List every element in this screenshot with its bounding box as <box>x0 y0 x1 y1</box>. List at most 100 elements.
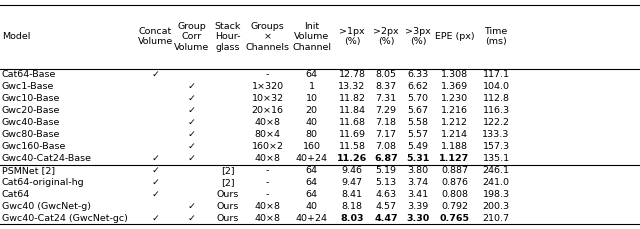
Text: Init
Volume
Channel: Init Volume Channel <box>292 22 331 52</box>
Text: -: - <box>266 166 269 175</box>
Text: 3.41: 3.41 <box>407 190 429 199</box>
Text: 8.41: 8.41 <box>342 190 362 199</box>
Text: 1.212: 1.212 <box>441 118 468 127</box>
Text: [2]: [2] <box>221 178 235 187</box>
Text: Concat
Volume: Concat Volume <box>138 27 173 46</box>
Text: 1.369: 1.369 <box>441 82 468 91</box>
Text: 7.17: 7.17 <box>376 130 396 139</box>
Text: ✓: ✓ <box>188 82 196 91</box>
Text: ✓: ✓ <box>152 154 159 163</box>
Text: 8.37: 8.37 <box>375 82 397 91</box>
Text: Gwc20-Base: Gwc20-Base <box>2 106 60 115</box>
Text: 6.62: 6.62 <box>408 82 428 91</box>
Text: ✓: ✓ <box>152 190 159 199</box>
Text: 1.188: 1.188 <box>441 142 468 151</box>
Text: 3.30: 3.30 <box>406 214 429 223</box>
Text: 3.74: 3.74 <box>407 178 429 187</box>
Text: Gwc40-Base: Gwc40-Base <box>2 118 60 127</box>
Text: 11.68: 11.68 <box>339 118 365 127</box>
Text: 3.80: 3.80 <box>407 166 429 175</box>
Text: >1px
(%): >1px (%) <box>339 27 365 46</box>
Text: 0.765: 0.765 <box>440 214 469 223</box>
Text: 135.1: 135.1 <box>483 154 509 163</box>
Text: 20×16: 20×16 <box>252 106 284 115</box>
Text: Gwc10-Base: Gwc10-Base <box>2 94 60 103</box>
Text: 5.70: 5.70 <box>408 94 428 103</box>
Text: Time
(ms): Time (ms) <box>484 27 508 46</box>
Text: 5.49: 5.49 <box>408 142 428 151</box>
Text: 246.1: 246.1 <box>483 166 509 175</box>
Text: ✓: ✓ <box>188 142 196 151</box>
Text: 1.127: 1.127 <box>439 154 470 163</box>
Text: ✓: ✓ <box>188 202 196 211</box>
Text: 64: 64 <box>306 190 317 199</box>
Text: 241.0: 241.0 <box>483 178 509 187</box>
Text: 116.3: 116.3 <box>483 106 509 115</box>
Text: ✓: ✓ <box>188 130 196 139</box>
Text: Ours: Ours <box>217 190 239 199</box>
Text: 80×4: 80×4 <box>255 130 280 139</box>
Text: 1.214: 1.214 <box>441 130 468 139</box>
Text: 4.57: 4.57 <box>376 202 396 211</box>
Text: 198.3: 198.3 <box>483 190 509 199</box>
Text: 157.3: 157.3 <box>483 142 509 151</box>
Text: 64: 64 <box>306 166 317 175</box>
Text: 10×32: 10×32 <box>252 94 284 103</box>
Text: 40×8: 40×8 <box>255 214 280 223</box>
Text: 4.47: 4.47 <box>374 214 397 223</box>
Text: Cat64: Cat64 <box>2 190 30 199</box>
Text: 7.31: 7.31 <box>375 94 397 103</box>
Text: 80: 80 <box>306 130 317 139</box>
Text: Cat64-original-hg: Cat64-original-hg <box>2 178 84 187</box>
Text: 160: 160 <box>303 142 321 151</box>
Text: 122.2: 122.2 <box>483 118 509 127</box>
Text: 10: 10 <box>306 94 317 103</box>
Text: 112.8: 112.8 <box>483 94 509 103</box>
Text: 11.69: 11.69 <box>339 130 365 139</box>
Text: 200.3: 200.3 <box>483 202 509 211</box>
Text: 7.08: 7.08 <box>376 142 396 151</box>
Text: 40×8: 40×8 <box>255 118 280 127</box>
Text: 104.0: 104.0 <box>483 82 509 91</box>
Text: Groups
×
Channels: Groups × Channels <box>246 22 289 52</box>
Text: -: - <box>266 70 269 79</box>
Text: 160×2: 160×2 <box>252 142 284 151</box>
Text: 5.19: 5.19 <box>376 166 396 175</box>
Text: Group
Corr
Volume: Group Corr Volume <box>174 22 210 52</box>
Text: Gwc40-Cat24 (GwcNet-gc): Gwc40-Cat24 (GwcNet-gc) <box>2 214 128 223</box>
Text: 6.87: 6.87 <box>374 154 398 163</box>
Text: 117.1: 117.1 <box>483 70 509 79</box>
Text: 40+24: 40+24 <box>296 214 328 223</box>
Text: 5.57: 5.57 <box>408 130 428 139</box>
Text: 210.7: 210.7 <box>483 214 509 223</box>
Text: -: - <box>266 190 269 199</box>
Text: 5.58: 5.58 <box>408 118 428 127</box>
Text: 9.47: 9.47 <box>342 178 362 187</box>
Text: Gwc40-Cat24-Base: Gwc40-Cat24-Base <box>2 154 92 163</box>
Text: 40: 40 <box>306 118 317 127</box>
Text: 13.32: 13.32 <box>339 82 365 91</box>
Text: 5.67: 5.67 <box>408 106 428 115</box>
Text: 40×8: 40×8 <box>255 154 280 163</box>
Text: ✓: ✓ <box>188 118 196 127</box>
Text: 64: 64 <box>306 178 317 187</box>
Text: [2]: [2] <box>221 166 235 175</box>
Text: 8.03: 8.03 <box>340 214 364 223</box>
Text: Gwc1-Base: Gwc1-Base <box>2 82 54 91</box>
Text: 11.58: 11.58 <box>339 142 365 151</box>
Text: Ours: Ours <box>217 202 239 211</box>
Text: 8.18: 8.18 <box>342 202 362 211</box>
Text: 9.46: 9.46 <box>342 166 362 175</box>
Text: 1.308: 1.308 <box>441 70 468 79</box>
Text: 12.78: 12.78 <box>339 70 365 79</box>
Text: 64: 64 <box>306 70 317 79</box>
Text: Gwc160-Base: Gwc160-Base <box>2 142 67 151</box>
Text: ✓: ✓ <box>152 70 159 79</box>
Text: 0.876: 0.876 <box>441 178 468 187</box>
Text: 0.792: 0.792 <box>441 202 468 211</box>
Text: 133.3: 133.3 <box>483 130 509 139</box>
Text: ✓: ✓ <box>188 214 196 223</box>
Text: Cat64-Base: Cat64-Base <box>2 70 56 79</box>
Text: Gwc80-Base: Gwc80-Base <box>2 130 60 139</box>
Text: 7.18: 7.18 <box>376 118 396 127</box>
